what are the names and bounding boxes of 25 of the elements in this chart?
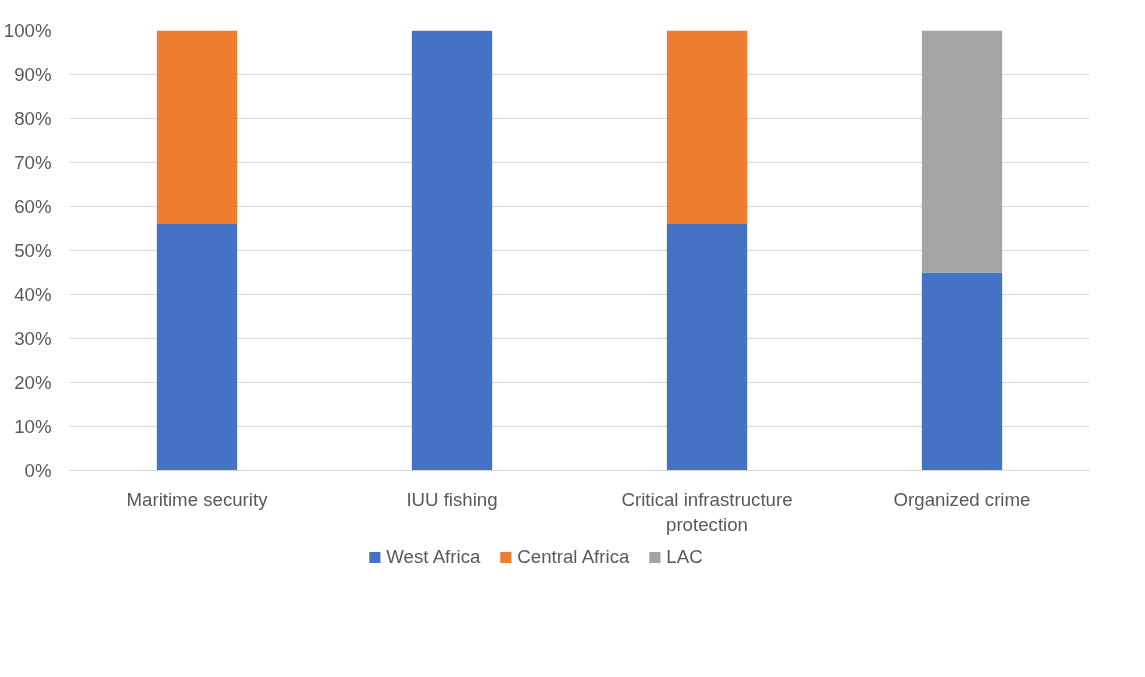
x-tick-label: Organized crime [893, 488, 1031, 510]
x-tick-label: IUU fishing [406, 488, 498, 510]
legend-label: LAC [666, 546, 703, 568]
y-tick-label: 50% [14, 240, 52, 261]
x-tick-label: Critical infrastructure protection [621, 488, 793, 535]
bar [921, 272, 1003, 471]
bar [666, 224, 748, 471]
y-tick-label: 40% [14, 284, 52, 305]
y-tick-label: 90% [14, 64, 52, 85]
y-tick-label: 100% [3, 20, 52, 41]
y-tick-label: 60% [14, 196, 52, 217]
y-tick-label: 20% [14, 372, 52, 393]
bar [921, 30, 1003, 273]
legend-label: West Africa [386, 546, 481, 568]
y-tick-label: 70% [14, 152, 52, 173]
y-tick-label: 10% [14, 416, 52, 437]
legend-label: Central Africa [517, 546, 630, 568]
y-tick-label: 30% [14, 328, 52, 349]
bar [156, 224, 238, 471]
bar [411, 30, 493, 471]
x-tick-label: Maritime security [126, 488, 269, 510]
y-tick-label: 0% [24, 460, 52, 481]
bar [666, 30, 748, 225]
bar [156, 30, 238, 225]
y-tick-label: 80% [14, 108, 52, 129]
